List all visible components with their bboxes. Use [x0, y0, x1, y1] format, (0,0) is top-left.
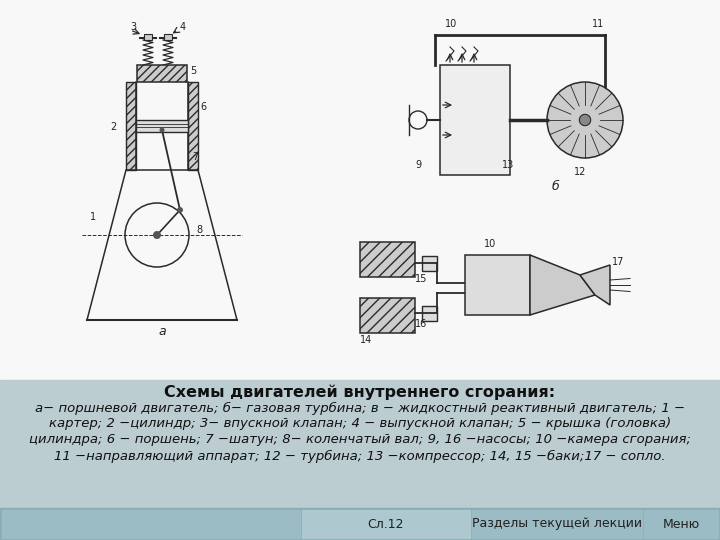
Text: Разделы текущей лекции: Разделы текущей лекции [472, 517, 642, 530]
Text: 10: 10 [445, 19, 457, 29]
Text: 13: 13 [502, 160, 514, 170]
Text: 15: 15 [415, 274, 428, 284]
Text: 1: 1 [90, 212, 96, 222]
Bar [0, 380, 720, 508]
Bar [188, 82, 198, 170]
Text: 14: 14 [360, 335, 372, 345]
Text: а: а [158, 325, 166, 338]
Bar [0, 0, 720, 380]
Bar [126, 82, 136, 170]
Bar [360, 242, 415, 277]
Circle shape [153, 231, 161, 239]
Text: 17: 17 [612, 257, 624, 267]
Text: Меню: Меню [662, 517, 700, 530]
Bar [422, 306, 437, 321]
Text: 11 −направляющий аппарат; 12 − турбина; 13 −компрессор; 14, 15 −баки;17 − сопло.: 11 −направляющий аппарат; 12 − турбина; … [54, 449, 666, 463]
Text: 7: 7 [192, 152, 198, 162]
Bar [644, 510, 718, 538]
Text: 6: 6 [200, 102, 206, 112]
Circle shape [547, 82, 623, 158]
Bar [144, 34, 152, 40]
Polygon shape [530, 255, 595, 315]
Circle shape [580, 114, 590, 126]
Bar [164, 34, 172, 40]
Text: Сл.12: Сл.12 [368, 517, 404, 530]
Bar [465, 255, 530, 315]
Text: 9: 9 [415, 160, 421, 170]
Bar [302, 510, 470, 538]
Bar [440, 65, 510, 175]
Bar [422, 256, 437, 271]
Text: цилиндра; 6 − поршень; 7 −шатун; 8− коленчатый вал; 9, 16 −насосы; 10 −камера сг: цилиндра; 6 − поршень; 7 −шатун; 8− коле… [29, 434, 691, 447]
Text: 10: 10 [484, 239, 496, 249]
Text: 5: 5 [190, 66, 197, 76]
Bar [360, 298, 415, 333]
Text: 4: 4 [180, 22, 186, 32]
Text: а− поршневой двигатель; б− газовая турбина; в − жидкостный реактивный двигатель;: а− поршневой двигатель; б− газовая турби… [35, 401, 685, 415]
Circle shape [160, 127, 164, 132]
Text: б: б [551, 180, 559, 193]
Bar [136, 120, 188, 132]
Bar [2, 510, 300, 538]
Bar [472, 510, 642, 538]
Text: 8: 8 [196, 225, 202, 235]
Text: 16: 16 [415, 319, 427, 329]
Text: картер; 2 −цилиндр; 3− впускной клапан; 4 − выпускной клапан; 5 − крышка (головк: картер; 2 −цилиндр; 3− впускной клапан; … [49, 417, 671, 430]
Text: 2: 2 [110, 122, 116, 132]
Bar [137, 65, 187, 82]
Bar [0, 508, 720, 540]
Text: 3: 3 [130, 22, 136, 32]
Polygon shape [580, 265, 610, 305]
Text: 12: 12 [574, 167, 586, 177]
Text: 11: 11 [592, 19, 604, 29]
Text: Схемы двигателей внутреннего сгорания:: Схемы двигателей внутреннего сгорания: [164, 384, 556, 400]
Circle shape [177, 207, 183, 213]
